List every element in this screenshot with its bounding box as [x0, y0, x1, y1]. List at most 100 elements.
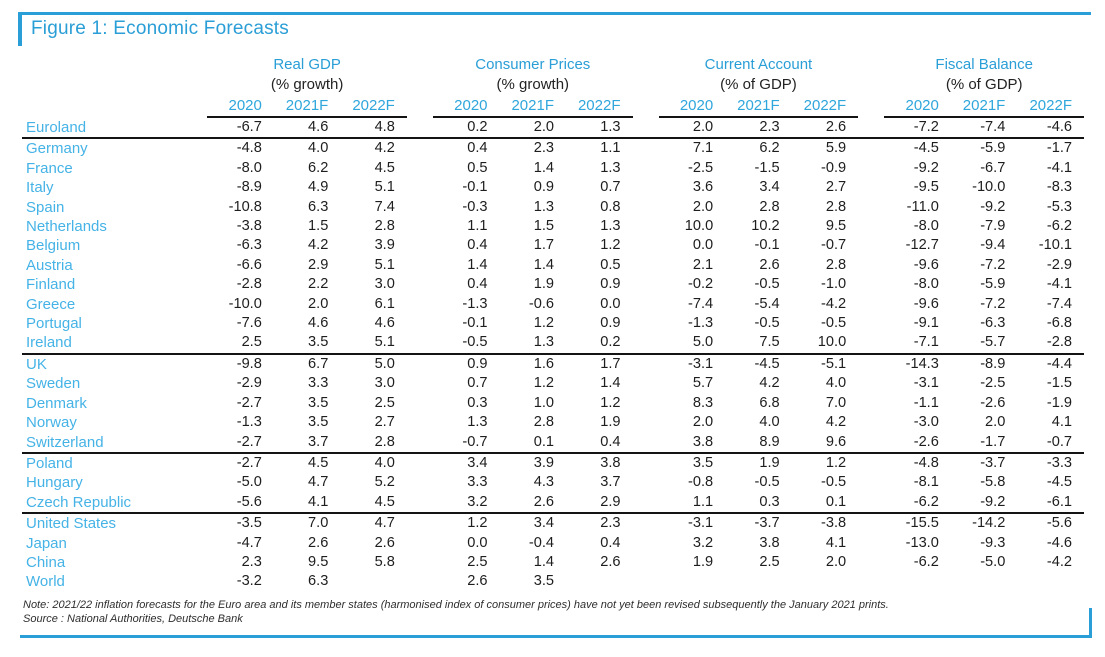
- value-cell: -8.0: [913, 218, 939, 235]
- value-cell: -3.7: [980, 454, 1006, 471]
- value-cell: -4.8: [913, 454, 939, 471]
- value-cell: 0.0: [692, 237, 714, 254]
- value-cell: 4.5: [308, 454, 329, 471]
- value-cell: 2.0: [985, 414, 1006, 431]
- value-cell: -7.4: [688, 295, 714, 312]
- value-cell: 1.0: [533, 394, 555, 411]
- country-label-denmark: Denmark: [26, 394, 87, 412]
- value-cell: 2.6: [759, 256, 780, 273]
- value-cell: -8.3: [1046, 179, 1072, 196]
- value-cell: -9.4: [980, 237, 1006, 254]
- value-cell: 1.2: [600, 394, 621, 411]
- value-cell: -11.0: [906, 198, 939, 215]
- value-cell: 1.2: [467, 515, 488, 532]
- year-header-fiscal-balance-2020: 2020: [884, 95, 951, 118]
- top-border-rule: [18, 12, 1091, 15]
- table-row-spain: Spain -10.8 6.3 7.4 -0.3 1.3 0.8 2.0 2.8 2.8 -11.0…: [22, 198, 1084, 217]
- value-cell: -1.5: [1046, 375, 1072, 392]
- value-cell: -5.4: [754, 295, 780, 312]
- table-row-austria: Austria -6.6 2.9 5.1 1.4 1.4 0.5 2.1 2.6 2.8 -9.6 -…: [22, 256, 1084, 275]
- value-cell: 4.2: [759, 375, 780, 392]
- value-cell: 1.4: [600, 375, 621, 392]
- table-row-euroland: Euroland -6.7 4.6 4.8 0.2 2.0 1.3 2.0 2.3 2.6 -7.2…: [22, 117, 1084, 140]
- value-cell: 2.8: [825, 256, 847, 273]
- value-cell: -2.6: [980, 394, 1006, 411]
- value-cell: 1.2: [600, 237, 621, 254]
- value-cell: -3.2: [236, 573, 262, 590]
- value-cell: 2.0: [499, 117, 567, 140]
- value-cell: 0.4: [566, 432, 633, 454]
- value-cell: -5.0: [980, 553, 1006, 570]
- value-cell: 3.8: [658, 432, 726, 454]
- value-cell: 2.1: [692, 256, 714, 273]
- value-cell: 4.6: [374, 315, 395, 332]
- source-line: Source : National Authorities, Deutsche …: [23, 613, 243, 625]
- value-cell: 0.2: [433, 117, 500, 140]
- value-cell: 0.0: [467, 534, 488, 551]
- year-header-consumer-prices-2020: 2020: [433, 95, 500, 118]
- country-label-austria: Austria: [26, 256, 73, 274]
- value-cell: -4.2: [821, 295, 847, 312]
- value-cell: -1.3: [462, 295, 488, 312]
- value-cell: 5.7: [692, 375, 714, 392]
- value-cell: -0.6: [528, 295, 555, 312]
- value-cell: -0.5: [754, 474, 780, 491]
- value-cell: 3.9: [374, 237, 395, 254]
- value-cell: 5.8: [374, 553, 395, 570]
- value-cell: 4.6: [308, 315, 329, 332]
- country-label-france: France: [26, 159, 73, 177]
- table-row-united-states: United States -3.5 7.0 4.7 1.2 3.4 2.3 -3.1 -3.7…: [22, 513, 1084, 533]
- value-cell: -10.8: [228, 198, 262, 215]
- value-cell: 4.6: [273, 117, 341, 140]
- value-cell: -14.2: [972, 515, 1006, 532]
- value-cell: -5.9: [980, 276, 1006, 293]
- table-row-france: France -8.0 6.2 4.5 0.5 1.4 1.3 -2.5 -1.5 -0.9 -9.…: [22, 159, 1084, 178]
- value-cell: -4.8: [236, 140, 262, 157]
- country-label-italy: Italy: [26, 179, 54, 197]
- value-cell: 1.2: [825, 454, 847, 471]
- value-cell: -2.5: [980, 375, 1006, 392]
- value-cell: -2.7: [236, 394, 262, 411]
- value-cell: 3.5: [308, 394, 329, 411]
- value-cell: 4.0: [825, 375, 847, 392]
- country-label-united-states: United States: [26, 515, 117, 533]
- value-cell: -9.6: [913, 256, 939, 273]
- value-cell: 1.2: [533, 315, 555, 332]
- value-cell: [566, 572, 633, 591]
- value-cell: 0.5: [467, 159, 488, 176]
- value-cell: 0.4: [467, 276, 488, 293]
- value-cell: -9.2: [950, 492, 1018, 515]
- value-cell: 3.5: [273, 333, 341, 355]
- value-cell: -6.7: [207, 117, 274, 140]
- value-cell: -1.7: [950, 432, 1018, 454]
- group-label-fiscal-balance: Fiscal Balance: [935, 56, 1033, 73]
- table-header: Real GDP Consumer Prices Current Account Fi…: [22, 55, 1084, 118]
- value-cell: -4.5: [1046, 474, 1072, 491]
- value-cell: -5.6: [1046, 515, 1072, 532]
- value-cell: 2.6: [600, 553, 621, 570]
- value-cell: 4.0: [308, 140, 329, 157]
- table-body: Euroland -6.7 4.6 4.8 0.2 2.0 1.3 2.0 2.3 2.6 -7.2…: [22, 117, 1084, 592]
- country-label-switzerland: Switzerland: [22, 432, 208, 454]
- value-cell: -2.7: [236, 454, 262, 471]
- value-cell: 5.1: [340, 333, 407, 355]
- value-cell: 3.2: [433, 492, 500, 515]
- value-cell: 0.4: [467, 237, 488, 254]
- value-cell: 1.3: [600, 218, 621, 235]
- country-label-norway: Norway: [26, 414, 77, 432]
- value-cell: 7.0: [308, 515, 329, 532]
- value-cell: 1.5: [533, 218, 555, 235]
- value-cell: -1.7: [1046, 140, 1072, 157]
- country-label-belgium: Belgium: [26, 237, 81, 255]
- value-cell: 2.9: [308, 256, 329, 273]
- value-cell: 3.4: [467, 454, 488, 471]
- value-cell: -3.3: [1046, 454, 1072, 471]
- value-cell: -2.8: [1017, 333, 1084, 355]
- country-label-spain: Spain: [26, 198, 65, 216]
- value-cell: 3.7: [273, 432, 341, 454]
- value-cell: -4.2: [1046, 553, 1072, 570]
- value-cell: 4.0: [759, 414, 780, 431]
- value-cell: -4.5: [754, 355, 780, 372]
- table-row-italy: Italy -8.9 4.9 5.1 -0.1 0.9 0.7 3.6 3.4 2.7 -9.5 -1…: [22, 178, 1084, 197]
